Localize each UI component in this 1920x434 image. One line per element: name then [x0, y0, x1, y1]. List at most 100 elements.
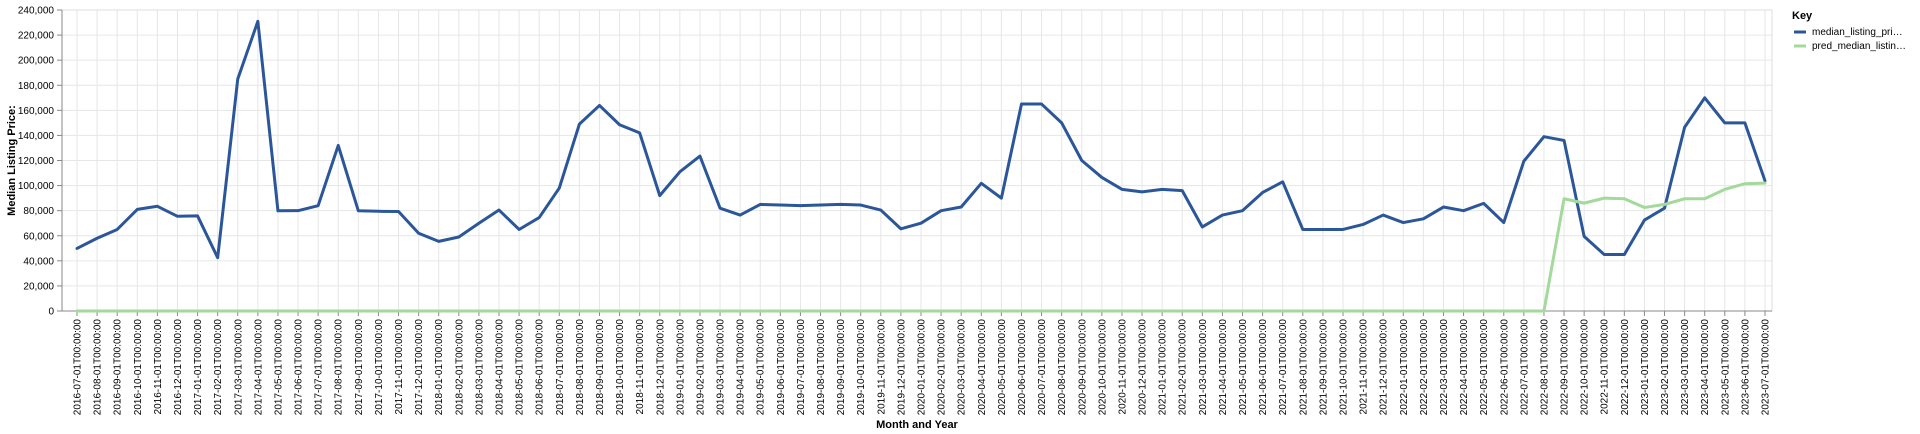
x-tick-label: 2017-01-01T00:00:00 — [193, 319, 204, 416]
x-tick-label: 2019-09-01T00:00:00 — [836, 319, 847, 416]
x-axis-title: Month and Year — [876, 419, 958, 431]
series-lines — [75, 19, 1767, 313]
x-tick-label: 2020-02-01T00:00:00 — [937, 319, 948, 416]
y-tick-label: 160,000 — [18, 106, 55, 117]
gridlines — [61, 9, 1773, 312]
x-tick-label: 2019-11-01T00:00:00 — [876, 319, 887, 415]
x-tick-label: 2022-02-01T00:00:00 — [1419, 319, 1430, 416]
y-tick-label: 100,000 — [18, 181, 55, 192]
x-tick-label: 2018-01-01T00:00:00 — [434, 319, 445, 416]
x-tick-label: 2022-01-01T00:00:00 — [1399, 319, 1410, 416]
legend-label-1: median_listing_pri… — [1812, 27, 1903, 38]
x-tick-label: 2021-12-01T00:00:00 — [1379, 319, 1390, 416]
x-tick-label: 2018-11-01T00:00:00 — [635, 319, 646, 415]
x-tick-label: 2021-09-01T00:00:00 — [1318, 319, 1329, 416]
x-tick-label: 2016-11-01T00:00:00 — [153, 319, 164, 415]
x-tick-label: 2021-11-01T00:00:00 — [1359, 319, 1370, 415]
x-tick-label: 2016-12-01T00:00:00 — [173, 319, 184, 416]
legend: Key median_listing_pri… pred_median_listi… — [1792, 10, 1906, 52]
x-tick-label: 2019-02-01T00:00:00 — [695, 319, 706, 416]
x-tick-label: 2021-04-01T00:00:00 — [1218, 319, 1229, 416]
x-tick-label: 2021-05-01T00:00:00 — [1238, 319, 1249, 416]
x-tick-label: 2018-10-01T00:00:00 — [615, 319, 626, 416]
y-tick-label: 0 — [48, 307, 54, 318]
x-tick-label: 2019-04-01T00:00:00 — [736, 319, 747, 416]
x-tick-label: 2018-04-01T00:00:00 — [495, 319, 506, 416]
x-tick-label: 2022-09-01T00:00:00 — [1560, 319, 1571, 416]
x-tick-label: 2020-11-01T00:00:00 — [1117, 319, 1128, 415]
x-tick-label: 2020-01-01T00:00:00 — [917, 319, 928, 416]
x-tick-label: 2018-03-01T00:00:00 — [474, 319, 485, 416]
x-tick-label: 2016-09-01T00:00:00 — [113, 319, 124, 416]
x-tick-label: 2022-07-01T00:00:00 — [1519, 319, 1530, 416]
x-tick-label: 2017-10-01T00:00:00 — [374, 319, 385, 416]
x-tick-label: 2017-02-01T00:00:00 — [213, 319, 224, 416]
x-tick-label: 2018-07-01T00:00:00 — [555, 319, 566, 416]
x-tick-label: 2017-04-01T00:00:00 — [253, 319, 264, 416]
x-tick-label: 2022-12-01T00:00:00 — [1620, 319, 1631, 416]
x-tick-label: 2020-06-01T00:00:00 — [1017, 319, 1028, 416]
legend-title: Key — [1792, 10, 1813, 22]
x-tick-label: 2023-06-01T00:00:00 — [1740, 319, 1751, 416]
x-tick-label: 2023-04-01T00:00:00 — [1700, 319, 1711, 416]
x-tick-label: 2019-08-01T00:00:00 — [816, 319, 827, 416]
y-axis-title: Median Listing Price: — [6, 105, 18, 216]
x-tick-label: 2017-05-01T00:00:00 — [273, 319, 284, 416]
x-tick-label: 2018-12-01T00:00:00 — [655, 319, 666, 416]
y-tick-label: 80,000 — [23, 206, 54, 217]
x-tick-label: 2021-08-01T00:00:00 — [1298, 319, 1309, 416]
x-tick-label: 2021-07-01T00:00:00 — [1278, 319, 1289, 416]
x-tick-label: 2019-07-01T00:00:00 — [796, 319, 807, 416]
x-tick-label: 2019-03-01T00:00:00 — [716, 319, 727, 416]
series-line-1 — [75, 19, 1767, 260]
x-tick-label: 2020-09-01T00:00:00 — [1077, 319, 1088, 416]
x-tick-label: 2022-11-01T00:00:00 — [1600, 319, 1611, 415]
x-tick-label: 2023-05-01T00:00:00 — [1720, 319, 1731, 416]
axes: 0 20,000 40,000 60,000 80,000 100,000 120,000 1… — [18, 6, 1772, 416]
x-tick-label: 2017-12-01T00:00:00 — [414, 319, 425, 416]
x-tick-label: 2017-07-01T00:00:00 — [314, 319, 325, 416]
y-tick-label: 40,000 — [23, 256, 54, 267]
x-tick-label: 2019-06-01T00:00:00 — [776, 319, 787, 416]
x-tick-label: 2020-12-01T00:00:00 — [1138, 319, 1149, 416]
x-tick-label: 2021-02-01T00:00:00 — [1178, 319, 1189, 416]
x-tick-label: 2017-08-01T00:00:00 — [334, 319, 345, 416]
x-tick-label: 2018-06-01T00:00:00 — [535, 319, 546, 416]
y-tick-label: 120,000 — [18, 156, 55, 167]
x-tick-label: 2017-11-01T00:00:00 — [394, 319, 405, 415]
x-tick-label: 2022-04-01T00:00:00 — [1459, 319, 1470, 416]
x-tick-label: 2021-10-01T00:00:00 — [1339, 319, 1350, 416]
x-tick-label: 2017-03-01T00:00:00 — [233, 319, 244, 416]
x-tick-label: 2016-10-01T00:00:00 — [133, 319, 144, 416]
x-tick-label: 2018-05-01T00:00:00 — [515, 319, 526, 416]
x-tick-label: 2023-02-01T00:00:00 — [1660, 319, 1671, 416]
x-tick-label: 2022-05-01T00:00:00 — [1479, 319, 1490, 416]
x-tick-label: 2023-01-01T00:00:00 — [1640, 319, 1651, 416]
series-line-2 — [75, 181, 1767, 313]
x-tick-label: 2020-03-01T00:00:00 — [957, 319, 968, 416]
x-tick-label: 2023-03-01T00:00:00 — [1680, 319, 1691, 416]
x-tick-label: 2019-10-01T00:00:00 — [856, 319, 867, 416]
y-tick-label: 140,000 — [18, 131, 55, 142]
legend-label-2: pred_median_listin… — [1812, 41, 1906, 52]
x-tick-label: 2018-02-01T00:00:00 — [454, 319, 465, 416]
x-tick-label: 2020-10-01T00:00:00 — [1097, 319, 1108, 416]
x-tick-label: 2017-06-01T00:00:00 — [294, 319, 305, 416]
x-tick-label: 2022-08-01T00:00:00 — [1539, 319, 1550, 416]
y-tick-label: 20,000 — [23, 281, 54, 292]
x-tick-label: 2022-10-01T00:00:00 — [1580, 319, 1591, 416]
x-tick-label: 2016-07-01T00:00:00 — [73, 319, 84, 416]
y-tick-label: 180,000 — [18, 81, 55, 92]
x-tick-label: 2020-08-01T00:00:00 — [1057, 319, 1068, 416]
x-tick-label: 2020-04-01T00:00:00 — [977, 319, 988, 416]
legend-items: median_listing_pri… pred_median_listin… — [1794, 27, 1906, 52]
x-tick-label: 2021-01-01T00:00:00 — [1158, 319, 1169, 416]
y-tick-label: 60,000 — [23, 231, 54, 242]
x-tick-label: 2023-07-01T00:00:00 — [1761, 319, 1772, 416]
x-tick-label: 2020-07-01T00:00:00 — [1037, 319, 1048, 416]
x-tick-label: 2017-09-01T00:00:00 — [354, 319, 365, 416]
x-tick-label: 2019-12-01T00:00:00 — [896, 319, 907, 416]
y-tick-label: 240,000 — [18, 6, 55, 17]
